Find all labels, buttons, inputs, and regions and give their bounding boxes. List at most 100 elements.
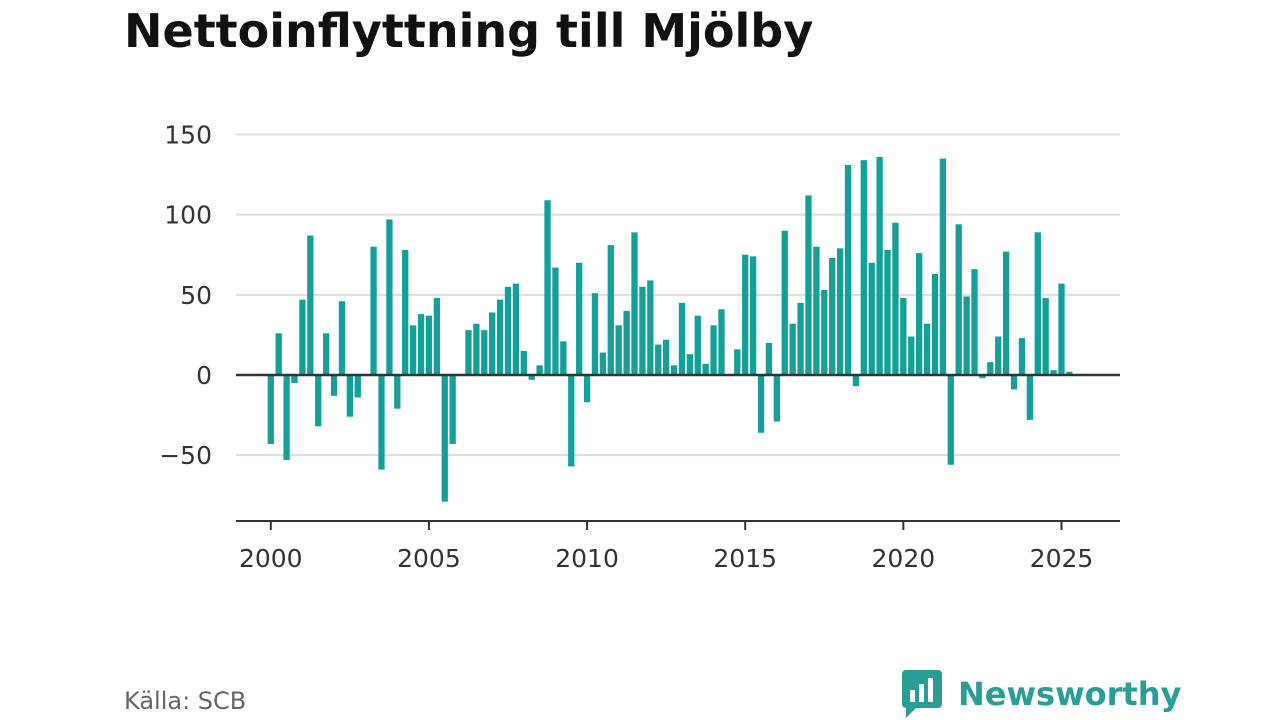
bar [473,323,480,375]
bar [409,325,417,375]
bar [686,354,694,375]
bar [378,375,385,470]
x-tick-label: 2010 [555,544,619,573]
bar [829,257,836,375]
bar [781,230,788,375]
bar [757,375,765,433]
bar [576,262,583,375]
bar [536,365,543,375]
bar [1050,370,1057,375]
bar [718,309,725,375]
bar [275,333,282,375]
bar [322,333,330,375]
bar [1066,371,1073,375]
bar [568,375,575,467]
bar [884,249,891,375]
brand-logo: Newsworthy [902,670,1181,718]
brand-name: Newsworthy [958,675,1182,713]
bar [449,375,456,444]
bar [267,375,274,444]
bar [639,286,646,375]
bar [552,267,559,375]
bar [797,302,804,375]
x-tick-label: 2005 [397,544,461,573]
bar [765,342,773,375]
bar [900,298,907,375]
bar [441,375,448,502]
bars [267,156,1073,502]
x-axis: 2000 2005 2010 2015 2020 2025 [236,520,1120,573]
bar [315,375,322,427]
y-axis-ticks: −50 0 50 100 150 [159,121,212,471]
bar [647,280,654,375]
bar [544,200,551,375]
bar [528,375,535,380]
bar [1058,283,1065,375]
bar [813,246,820,375]
bar [710,325,717,375]
bar [631,232,638,375]
bar [892,222,899,375]
bar [346,375,354,417]
y-tick-label: 150 [164,121,212,150]
bar [489,312,496,375]
bar [591,293,599,375]
bar [702,363,709,375]
chart-title: Nettoinflyttning till Mjölby [124,4,814,58]
bar [860,160,867,375]
bar [599,352,607,375]
bar [370,246,377,375]
bar [852,375,860,387]
bar [299,299,306,375]
bar [670,365,678,375]
y-tick-label: −50 [159,441,212,470]
bar [583,375,591,403]
bar [386,219,393,375]
bar [742,254,749,375]
bar [939,158,947,375]
bar [1002,251,1010,375]
bar [1010,375,1018,390]
bar [995,336,1002,375]
bar [947,375,954,465]
bar [330,375,338,396]
bar [805,195,812,375]
bar [662,339,670,375]
bar [607,245,614,375]
bar [923,323,931,375]
bar [979,375,986,379]
bar [694,315,701,375]
bar [417,314,425,375]
x-tick-label: 2020 [872,544,936,573]
bar [425,315,433,375]
y-tick-label: 0 [196,361,212,390]
bar [734,349,741,375]
bar [394,375,401,409]
x-tick-label: 2025 [1030,544,1094,573]
bar [955,224,962,375]
bar [868,262,875,375]
bar [1042,298,1049,375]
y-tick-label: 100 [164,201,212,230]
bar [1026,375,1034,420]
y-tick-label: 50 [180,281,212,310]
bar [465,330,472,375]
bar [908,336,915,375]
bar [338,301,346,375]
bar [402,249,409,375]
bar [821,290,828,375]
bar [283,375,290,460]
bar [931,273,939,375]
bar [520,350,527,375]
x-tick-label: 2015 [713,544,777,573]
bar [1018,338,1026,375]
bar [291,375,298,384]
bar [560,341,567,375]
gridlines [236,133,1120,457]
bar [481,330,488,375]
bar [789,323,796,375]
bar [354,375,361,398]
bar [836,248,844,375]
bar [987,362,994,375]
